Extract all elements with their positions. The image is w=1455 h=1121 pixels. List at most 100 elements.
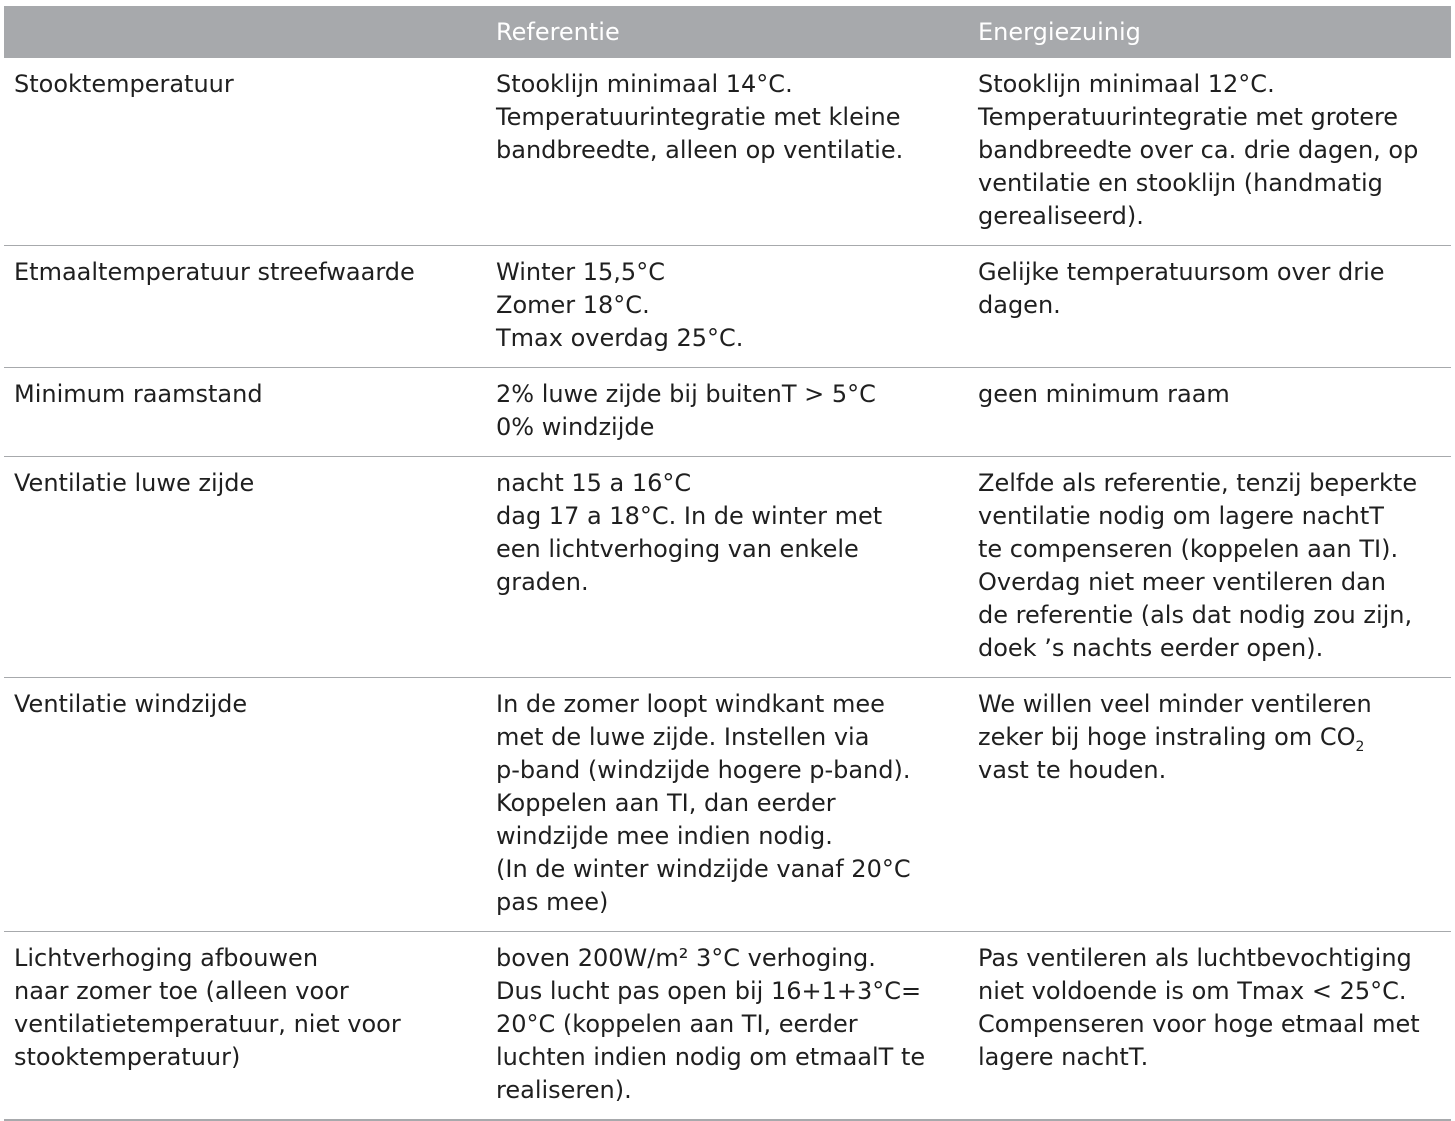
- text-line: niet voldoende is om Tmax < 25°C.: [978, 975, 1451, 1008]
- text-line: ventilatie en stooklijn (handmatig: [978, 167, 1451, 200]
- cell-energiezuinig: geen minimum raam: [968, 378, 1451, 444]
- text: stooktemperatuur): [14, 1043, 241, 1071]
- text: te compenseren (koppelen aan TI).: [978, 535, 1399, 563]
- text: Minimum raamstand: [14, 380, 263, 408]
- cell-referentie: boven 200W/m² 3°C verhoging. Dus lucht pa…: [486, 942, 968, 1107]
- text-line: 0% windzijde: [496, 411, 968, 444]
- text: lagere nachtT.: [978, 1043, 1149, 1071]
- text-line: bandbreedte, alleen op ventilatie.: [496, 134, 968, 167]
- text-line: gerealiseerd).: [978, 200, 1451, 233]
- text-line: Stooktemperatuur: [14, 68, 486, 101]
- text-line: Zelfde als referentie, tenzij beperkte: [978, 467, 1451, 500]
- table-row: Stooktemperatuur Stooklijn minimaal 14°C.…: [4, 58, 1451, 246]
- row-label: Lichtverhoging afbouwen naar zomer toe (a…: [4, 942, 486, 1107]
- text: ventilatie nodig om lagere nachtT: [978, 502, 1384, 530]
- header-col-referentie: Referentie: [496, 18, 620, 46]
- text: (In de winter windzijde vanaf 20°C: [496, 855, 911, 883]
- text-line: Ventilatie luwe zijde: [14, 467, 486, 500]
- text-line: Tmax overdag 25°C.: [496, 322, 968, 355]
- text-line: zeker bij hoge instraling om CO2: [978, 721, 1451, 754]
- text-line: geen minimum raam: [978, 378, 1451, 411]
- text-line: stooktemperatuur): [14, 1041, 486, 1074]
- text: boven 200W/m² 3°C verhoging.: [496, 944, 876, 972]
- text: niet voldoende is om Tmax < 25°C.: [978, 977, 1407, 1005]
- text: Tmax overdag 25°C.: [496, 324, 744, 352]
- text: nacht 15 a 16°C: [496, 469, 692, 497]
- text-line: ventilatie nodig om lagere nachtT: [978, 500, 1451, 533]
- table-row: Etmaaltemperatuur streefwaarde Winter 15,…: [4, 246, 1451, 368]
- text-line: Pas ventileren als luchtbevochtiging: [978, 942, 1451, 975]
- text: met de luwe zijde. Instellen via: [496, 723, 870, 751]
- text-line: windzijde mee indien nodig.: [496, 820, 968, 853]
- row-label: Ventilatie luwe zijde: [4, 467, 486, 665]
- text: de referentie (als dat nodig zou zijn,: [978, 601, 1413, 629]
- text-line: 20°C (koppelen aan TI, eerder: [496, 1008, 968, 1041]
- table-row: Lichtverhoging afbouwen naar zomer toe (a…: [4, 932, 1451, 1121]
- text: vast te houden.: [978, 756, 1167, 784]
- text-line: Etmaaltemperatuur streefwaarde: [14, 256, 486, 289]
- text-line: Overdag niet meer ventileren dan: [978, 566, 1451, 599]
- text-line: lagere nachtT.: [978, 1041, 1451, 1074]
- text-line: p-band (windzijde hogere p-band).: [496, 754, 968, 787]
- text: Temperatuurintegratie met kleine: [496, 103, 901, 131]
- text: graden.: [496, 568, 589, 596]
- text-line: Lichtverhoging afbouwen: [14, 942, 486, 975]
- text: Lichtverhoging afbouwen: [14, 944, 319, 972]
- text: Etmaaltemperatuur streefwaarde: [14, 258, 415, 286]
- text: dagen.: [978, 291, 1061, 319]
- text-line: Koppelen aan TI, dan eerder: [496, 787, 968, 820]
- text: ventilatie en stooklijn (handmatig: [978, 169, 1383, 197]
- text: We willen veel minder ventileren: [978, 690, 1372, 718]
- text-line: Dus lucht pas open bij 16+1+3°C=: [496, 975, 968, 1008]
- text-line: Winter 15,5°C: [496, 256, 968, 289]
- text-line: een lichtverhoging van enkele: [496, 533, 968, 566]
- text-line: Temperatuurintegratie met kleine: [496, 101, 968, 134]
- row-label: Ventilatie windzijde: [4, 688, 486, 919]
- subscript: 2: [1355, 739, 1365, 755]
- cell-energiezuinig: We willen veel minder ventileren zeker bi…: [968, 688, 1451, 919]
- text-line: graden.: [496, 566, 968, 599]
- text: naar zomer toe (alleen voor: [14, 977, 349, 1005]
- header-col-energiezuinig: Energiezuinig: [978, 18, 1141, 46]
- text-line: nacht 15 a 16°C: [496, 467, 968, 500]
- text-line: doek ’s nachts eerder open).: [978, 632, 1451, 665]
- table-row: Ventilatie luwe zijde nacht 15 a 16°C dag …: [4, 457, 1451, 678]
- text-line: Compenseren voor hoge etmaal met: [978, 1008, 1451, 1041]
- text: Zomer 18°C.: [496, 291, 650, 319]
- text-line: ventilatietemperatuur, niet voor: [14, 1008, 486, 1041]
- table-row: Minimum raamstand 2% luwe zijde bij buite…: [4, 368, 1451, 457]
- text: geen minimum raam: [978, 380, 1230, 408]
- text-line: dag 17 a 18°C. In de winter met: [496, 500, 968, 533]
- text: Koppelen aan TI, dan eerder: [496, 789, 836, 817]
- text: 20°C (koppelen aan TI, eerder: [496, 1010, 858, 1038]
- text: Ventilatie luwe zijde: [14, 469, 255, 497]
- text: 2% luwe zijde bij buitenT > 5°C: [496, 380, 876, 408]
- text: ventilatietemperatuur, niet voor: [14, 1010, 401, 1038]
- text-line: Zomer 18°C.: [496, 289, 968, 322]
- text: Stooktemperatuur: [14, 70, 234, 98]
- text: zeker bij hoge instraling om CO: [978, 723, 1356, 751]
- text-line: We willen veel minder ventileren: [978, 688, 1451, 721]
- cell-energiezuinig: Pas ventileren als luchtbevochtiging niet…: [968, 942, 1451, 1107]
- text: windzijde mee indien nodig.: [496, 822, 833, 850]
- cell-energiezuinig: Stooklijn minimaal 12°C. Temperatuurinteg…: [968, 68, 1451, 233]
- text: pas mee): [496, 888, 609, 916]
- text: Overdag niet meer ventileren dan: [978, 568, 1386, 596]
- text: Compenseren voor hoge etmaal met: [978, 1010, 1420, 1038]
- header-col-label: [4, 6, 486, 58]
- table-header: Referentie Energiezuinig: [4, 6, 1451, 58]
- row-label: Stooktemperatuur: [4, 68, 486, 233]
- text-line: Gelijke temperatuursom over drie: [978, 256, 1451, 289]
- text: Stooklijn minimaal 14°C.: [496, 70, 793, 98]
- text-line: de referentie (als dat nodig zou zijn,: [978, 599, 1451, 632]
- cell-referentie: 2% luwe zijde bij buitenT > 5°C 0% windzi…: [486, 378, 968, 444]
- text: luchten indien nodig om etmaalT te: [496, 1043, 926, 1071]
- text: bandbreedte, alleen op ventilatie.: [496, 136, 904, 164]
- text-line: (In de winter windzijde vanaf 20°C: [496, 853, 968, 886]
- text-line: realiseren).: [496, 1074, 968, 1107]
- text-line: In de zomer loopt windkant mee: [496, 688, 968, 721]
- text: realiseren).: [496, 1076, 632, 1104]
- cell-referentie: In de zomer loopt windkant mee met de luw…: [486, 688, 968, 919]
- text-line: dagen.: [978, 289, 1451, 322]
- text: Zelfde als referentie, tenzij beperkte: [978, 469, 1418, 497]
